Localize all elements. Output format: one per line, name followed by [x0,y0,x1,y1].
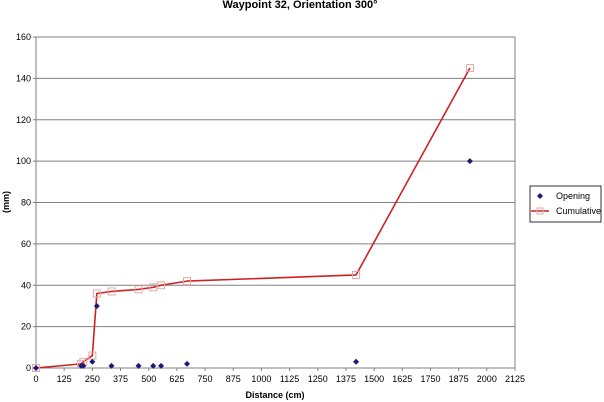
x-tick-label: 1125 [280,374,299,384]
cumulative-point [107,287,116,296]
y-axis-title: (mm) [1,191,11,213]
y-tick-label: 60 [21,239,31,249]
legend-opening-label: Opening [556,191,590,201]
opening-series [33,158,473,371]
cumulative-line [35,67,471,369]
legend: Opening Cumulative [529,185,602,223]
y-tick-label: 0 [26,363,31,373]
x-tick-label: 875 [226,374,241,384]
x-tick-label: 1875 [449,374,469,384]
opening-point [353,358,360,365]
legend-box [529,185,602,223]
opening-point [80,362,87,369]
legend-cumulative-label: Cumulative [556,206,601,216]
x-tick-label: 2000 [477,374,497,384]
cumulative-point [183,277,192,286]
x-axis: 0 125 250 375 500 625 750 875 1000 1125 1250 1375 15… [33,368,525,384]
opening-point [33,365,39,371]
cumulative-point [352,270,361,279]
x-tick-label: 1750 [420,374,440,384]
legend-opening-marker [537,193,543,199]
x-tick-label: 1500 [364,374,384,384]
x-axis-title: Distance (cm) [245,390,304,400]
x-tick-label: 375 [113,374,128,384]
cumulative-point [157,281,166,290]
legend-cumulative-marker [536,207,544,215]
x-tick-label: 625 [169,374,184,384]
opening-point [135,362,142,369]
x-tick-label: 1250 [308,374,328,384]
opening-point [466,158,473,165]
chart-title: Waypoint 32, Orientation 300° [223,0,378,11]
x-tick-label: 1625 [392,374,412,384]
x-tick-label: 1375 [336,374,356,384]
opening-point [184,360,191,367]
opening-point [108,362,115,369]
opening-point [93,302,100,309]
y-tick-label: 40 [21,280,31,290]
gridlines [36,77,515,328]
x-tick-label: 250 [85,374,100,384]
cumulative-point [92,289,101,298]
x-tick-label: 750 [198,374,213,384]
opening-point [158,362,165,369]
x-tick-label: 500 [141,374,156,384]
cumulative-point [149,283,158,292]
y-tick-label: 100 [16,156,31,166]
cumulative-point [465,64,474,73]
x-tick-label: 2125 [505,374,525,384]
y-axis: 0 20 40 60 80 100 120 140 160 [16,32,36,373]
cumulative-series [32,64,474,372]
cumulative-point [32,364,40,372]
y-tick-label: 160 [16,32,31,42]
y-tick-label: 80 [21,198,31,208]
y-tick-label: 120 [16,115,31,125]
y-tick-label: 140 [16,73,31,83]
x-tick-label: 1000 [251,374,271,384]
y-tick-label: 20 [21,322,31,332]
x-tick-label: 0 [33,374,38,384]
opening-point [150,362,157,369]
opening-point [89,358,96,365]
cumulative-point [134,285,143,294]
x-tick-label: 125 [57,374,72,384]
